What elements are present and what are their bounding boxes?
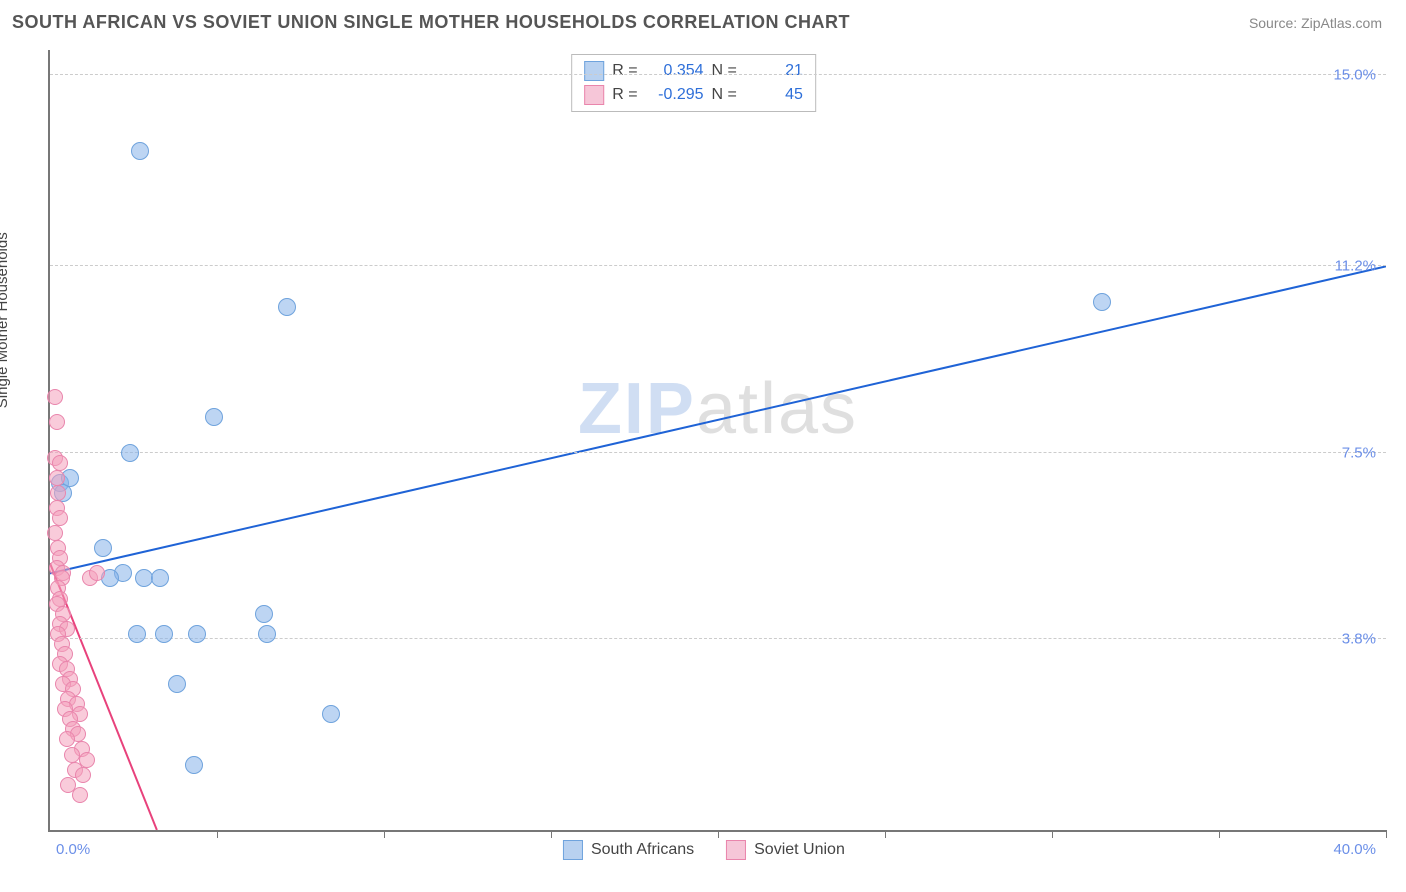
data-point	[258, 625, 276, 643]
stats-row-series-2: R = -0.295 N = 45	[584, 83, 803, 107]
chart-container: Single Mother Households ZIPatlas R = 0.…	[12, 42, 1394, 880]
gridline	[50, 638, 1386, 639]
stat-value-n-1: 21	[745, 62, 803, 80]
data-point	[155, 625, 173, 643]
stat-label-r: R =	[612, 62, 637, 80]
data-point	[131, 142, 149, 160]
trend-lines	[50, 50, 1386, 830]
x-axis-max-label: 40.0%	[1333, 841, 1376, 858]
stats-row-series-1: R = 0.354 N = 21	[584, 59, 803, 83]
data-point	[89, 565, 105, 581]
data-point	[64, 747, 80, 763]
data-point	[278, 298, 296, 316]
data-point	[59, 731, 75, 747]
data-point	[52, 455, 68, 471]
data-point	[188, 625, 206, 643]
stat-value-n-2: 45	[745, 86, 803, 104]
stat-label-n: N =	[712, 62, 737, 80]
legend-label-1: South Africans	[591, 841, 694, 859]
legend-label-2: Soviet Union	[754, 841, 845, 859]
data-point	[205, 408, 223, 426]
stat-value-r-2: -0.295	[646, 86, 704, 104]
stat-value-r-1: 0.354	[646, 62, 704, 80]
data-point	[168, 675, 186, 693]
gridline	[50, 265, 1386, 266]
data-point	[185, 756, 203, 774]
gridline	[50, 452, 1386, 453]
data-point	[255, 605, 273, 623]
legend: South Africans Soviet Union	[563, 840, 845, 860]
data-point	[322, 705, 340, 723]
legend-item-2: Soviet Union	[726, 840, 845, 860]
swatch-series-2	[584, 85, 604, 105]
chart-header: SOUTH AFRICAN VS SOVIET UNION SINGLE MOT…	[0, 0, 1406, 39]
watermark-atlas: atlas	[696, 369, 858, 449]
data-point	[49, 414, 65, 430]
data-point	[49, 470, 65, 486]
legend-item-1: South Africans	[563, 840, 694, 860]
x-tick	[1386, 830, 1387, 838]
chart-source: Source: ZipAtlas.com	[1249, 15, 1382, 31]
trend-line	[50, 266, 1386, 573]
y-axis-label: Single Mother Households	[0, 232, 11, 408]
x-tick	[1219, 830, 1220, 838]
legend-swatch-2	[726, 840, 746, 860]
x-tick	[718, 830, 719, 838]
data-point	[72, 787, 88, 803]
stats-box: R = 0.354 N = 21 R = -0.295 N = 45	[571, 54, 816, 112]
legend-swatch-1	[563, 840, 583, 860]
stat-label-n: N =	[712, 86, 737, 104]
x-tick	[217, 830, 218, 838]
watermark-zip: ZIP	[578, 369, 696, 449]
x-axis-min-label: 0.0%	[56, 841, 90, 858]
watermark: ZIPatlas	[578, 368, 858, 450]
y-tick-label: 11.2%	[1335, 258, 1376, 275]
data-point	[52, 510, 68, 526]
y-tick-label: 7.5%	[1342, 444, 1376, 461]
y-tick-label: 15.0%	[1333, 67, 1376, 84]
data-point	[135, 569, 153, 587]
x-tick	[1052, 830, 1053, 838]
data-point	[151, 569, 169, 587]
data-point	[47, 525, 63, 541]
data-point	[75, 767, 91, 783]
x-tick	[551, 830, 552, 838]
swatch-series-1	[584, 61, 604, 81]
x-tick	[885, 830, 886, 838]
data-point	[47, 389, 63, 405]
stat-label-r: R =	[612, 86, 637, 104]
gridline	[50, 74, 1386, 75]
data-point	[128, 625, 146, 643]
data-point	[121, 444, 139, 462]
data-point	[50, 485, 66, 501]
x-tick	[384, 830, 385, 838]
data-point	[1093, 293, 1111, 311]
plot-area: ZIPatlas R = 0.354 N = 21 R = -0.295 N =…	[48, 50, 1386, 832]
y-tick-label: 3.8%	[1342, 630, 1376, 647]
data-point	[94, 539, 112, 557]
chart-title: SOUTH AFRICAN VS SOVIET UNION SINGLE MOT…	[12, 12, 850, 33]
